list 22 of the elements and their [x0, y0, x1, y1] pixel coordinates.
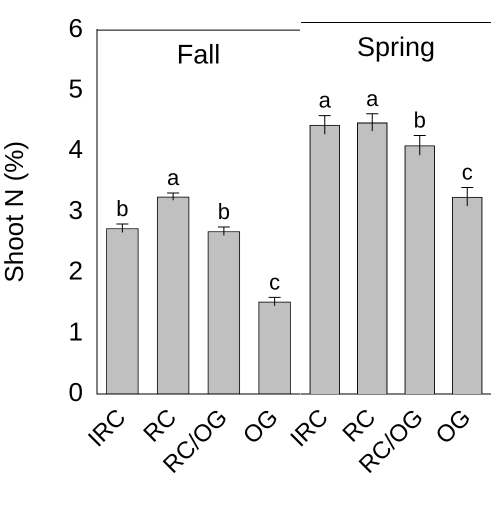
- x-tick-label: OG: [238, 404, 284, 450]
- annotation: b: [218, 199, 230, 224]
- x-tick-label: IRC: [285, 404, 334, 452]
- annotation: c: [462, 160, 473, 185]
- annotation: c: [269, 269, 280, 294]
- annotation: a: [366, 86, 380, 111]
- y-tick-label: 6: [68, 12, 83, 43]
- y-tick-label: 5: [68, 74, 83, 104]
- y-tick-label: 3: [68, 194, 83, 225]
- y-tick-label: 1: [68, 316, 83, 346]
- annotation: b: [116, 196, 128, 222]
- annotation: a: [167, 165, 180, 190]
- y-axis-title: Shoot N (%): [0, 140, 29, 283]
- x-tick-label: IRC: [82, 404, 132, 452]
- y-tick-label: 4: [68, 134, 83, 164]
- annotation: b: [414, 108, 426, 133]
- annotation: a: [318, 88, 332, 113]
- chart-title: Spring: [356, 32, 436, 62]
- chart-title: Fall: [176, 40, 220, 70]
- y-tick-label: 2: [68, 256, 83, 286]
- x-tick-label: OG: [430, 404, 476, 450]
- y-tick-label: 0: [68, 377, 83, 408]
